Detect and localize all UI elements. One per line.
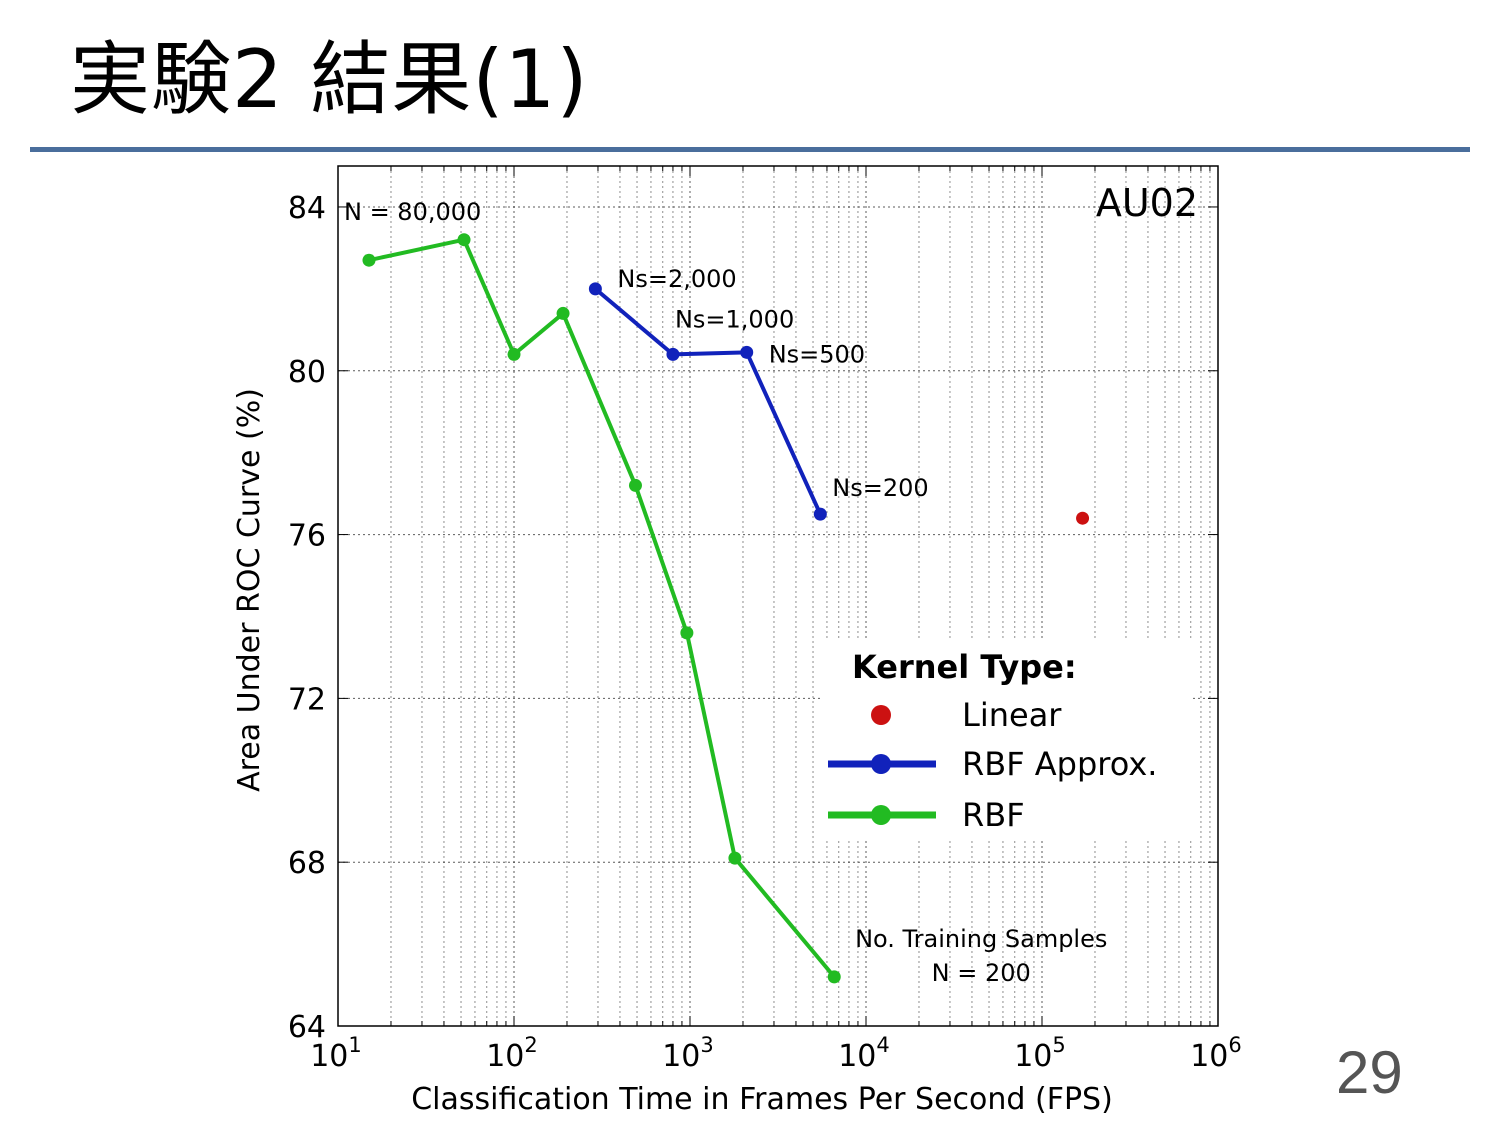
data-point [666, 347, 680, 361]
legend-marker [871, 805, 891, 825]
slide-title: 実験2 結果(1) [70, 33, 589, 126]
legend-label: RBF Approx. [962, 745, 1157, 783]
annotation-label: Ns=2,000 [617, 265, 736, 293]
annotation-label: Ns=200 [832, 474, 928, 502]
series-line [594, 287, 823, 515]
legend-marker [871, 754, 891, 774]
annotation-label: N = 80,000 [344, 198, 481, 226]
y-tick-label: 68 [288, 846, 326, 881]
annotation-label: Ns=500 [769, 340, 865, 368]
data-point [728, 851, 742, 865]
data-point [813, 507, 827, 521]
x-tick-label: 101 [310, 1033, 362, 1074]
y-tick-label: 80 [288, 355, 326, 390]
plot-frame [337, 165, 1219, 1027]
data-point [628, 478, 642, 492]
legend-label: Linear [962, 696, 1062, 734]
y-tick-label: 76 [288, 519, 326, 554]
data-point [827, 970, 841, 984]
legend-marker [871, 705, 891, 725]
legend: Kernel Type: Linear RBF Approx. RBF [820, 640, 1192, 840]
data-point [362, 253, 376, 267]
data-point [588, 282, 602, 296]
page-number: 29 [1336, 1039, 1403, 1106]
series-rbf [362, 233, 841, 984]
legend-title: Kernel Type: [852, 648, 1077, 686]
data-point [1076, 511, 1090, 525]
annotation-label: N = 200 [932, 959, 1031, 987]
chart-title: AU02 [1096, 181, 1198, 225]
annotation-label: Ns=1,000 [675, 305, 794, 333]
series-line [368, 237, 836, 979]
x-tick-label: 104 [838, 1033, 890, 1074]
x-tick-label: 103 [662, 1033, 714, 1074]
data-point [740, 345, 754, 359]
y-tick-label: 72 [288, 682, 326, 717]
series-linear [1076, 511, 1090, 525]
legend-label: RBF [962, 796, 1025, 834]
y-tick-label: 64 [288, 1010, 326, 1045]
x-tick-label: 105 [1014, 1033, 1066, 1074]
x-tick-label: 106 [1190, 1033, 1242, 1074]
data-point [507, 347, 521, 361]
data-point [680, 626, 694, 640]
series-rbf-approx- [588, 282, 827, 521]
annotation-label: No. Training Samples [855, 925, 1107, 953]
data-point [457, 233, 471, 247]
grid-lines [338, 166, 1218, 1026]
y-axis-label: Area Under ROC Curve (%) [232, 388, 267, 792]
x-tick-label: 102 [486, 1033, 538, 1074]
y-tick-label: 84 [288, 191, 326, 226]
x-axis-label: Classification Time in Frames Per Second… [411, 1082, 1113, 1117]
title-divider [30, 147, 1470, 152]
data-point [556, 306, 570, 320]
